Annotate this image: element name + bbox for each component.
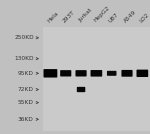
- Text: 36KD: 36KD: [18, 117, 34, 122]
- FancyBboxPatch shape: [75, 70, 87, 77]
- FancyBboxPatch shape: [44, 69, 57, 78]
- Text: HepG2: HepG2: [93, 5, 111, 23]
- FancyBboxPatch shape: [77, 87, 85, 92]
- Text: Hela: Hela: [47, 10, 60, 23]
- FancyBboxPatch shape: [136, 70, 148, 77]
- Text: LO2: LO2: [139, 12, 150, 23]
- Text: 250KD: 250KD: [14, 35, 34, 40]
- FancyBboxPatch shape: [60, 70, 71, 77]
- Text: Jurkat: Jurkat: [78, 8, 93, 23]
- Text: 72KD: 72KD: [18, 87, 34, 92]
- Text: 95KD: 95KD: [18, 71, 34, 76]
- Text: 293T: 293T: [62, 10, 76, 23]
- FancyBboxPatch shape: [91, 70, 102, 77]
- FancyBboxPatch shape: [43, 27, 150, 131]
- Text: 55KD: 55KD: [18, 100, 34, 105]
- Text: U87: U87: [108, 12, 120, 23]
- Text: 130KD: 130KD: [14, 56, 34, 61]
- FancyBboxPatch shape: [107, 71, 116, 76]
- FancyBboxPatch shape: [122, 70, 133, 77]
- Text: A549: A549: [123, 9, 138, 23]
